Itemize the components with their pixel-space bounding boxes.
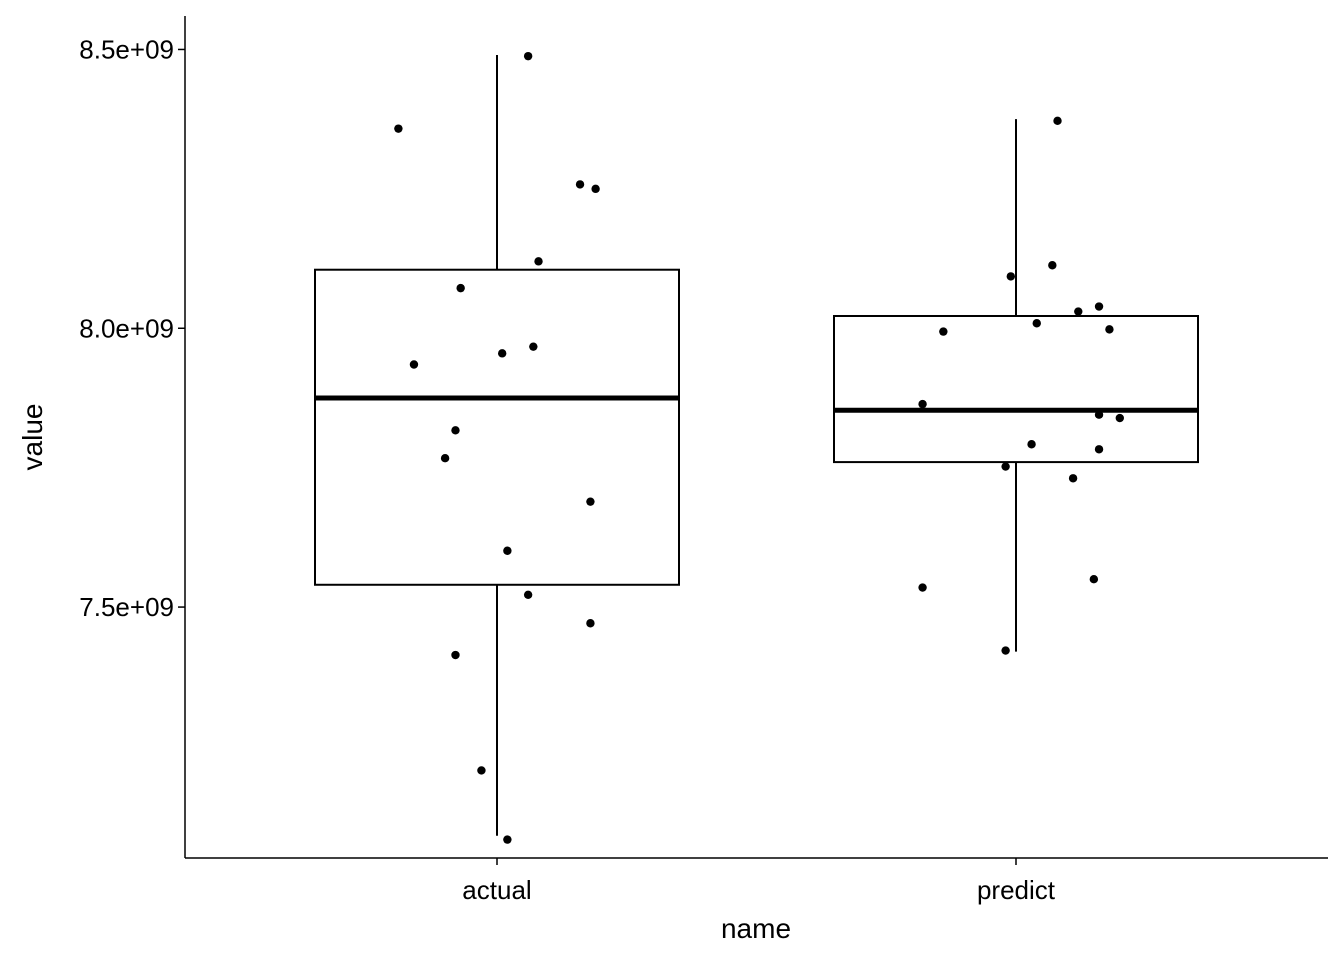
data-point (1048, 261, 1057, 270)
y-tick-label: 8.0e+09 (79, 313, 174, 343)
data-point (477, 766, 486, 775)
box-iqr (314, 268, 680, 586)
data-point (523, 51, 533, 61)
y-tick-label: 8.5e+09 (79, 34, 174, 64)
x-axis-title: name (721, 913, 791, 944)
data-point (1094, 445, 1104, 454)
data-point (1053, 116, 1062, 126)
x-tick-label-predict: predict (977, 875, 1056, 905)
data-point (1094, 302, 1104, 311)
x-ticks: actual predict (462, 858, 1056, 905)
data-point (1027, 440, 1036, 449)
data-point (529, 342, 538, 351)
data-point (1001, 462, 1010, 471)
boxes-layer (314, 55, 1199, 836)
data-point (523, 590, 533, 600)
data-point (918, 583, 927, 592)
data-point (1006, 272, 1016, 281)
axes-layer (184, 16, 1328, 859)
data-point (534, 257, 543, 266)
data-point (575, 180, 585, 189)
data-point (1001, 646, 1010, 655)
data-point (1074, 307, 1083, 316)
data-point (591, 184, 600, 194)
data-point (394, 124, 403, 133)
data-point (939, 327, 948, 336)
data-point (1068, 474, 1078, 483)
points-layer (394, 51, 1125, 844)
data-point (1105, 325, 1114, 334)
data-point (503, 546, 512, 555)
data-point (1089, 574, 1099, 584)
y-axis-title: value (17, 404, 48, 471)
box-predict (833, 119, 1199, 652)
data-point (1032, 319, 1041, 328)
data-point (503, 835, 512, 844)
y-ticks: 7.5e+09 8.0e+09 8.5e+09 (79, 34, 185, 622)
x-tick-label-actual: actual (462, 875, 531, 905)
data-point (451, 650, 460, 660)
data-point (456, 283, 465, 293)
data-point (586, 619, 595, 628)
data-point (1115, 413, 1125, 423)
data-point (918, 399, 927, 409)
data-point (440, 453, 450, 463)
box-iqr (833, 314, 1199, 464)
data-point (451, 426, 460, 435)
box-actual (314, 55, 680, 836)
data-point (497, 349, 507, 358)
data-point (409, 360, 419, 369)
data-point (586, 497, 595, 506)
y-tick-label: 7.5e+09 (79, 592, 174, 622)
data-point (1094, 410, 1104, 419)
